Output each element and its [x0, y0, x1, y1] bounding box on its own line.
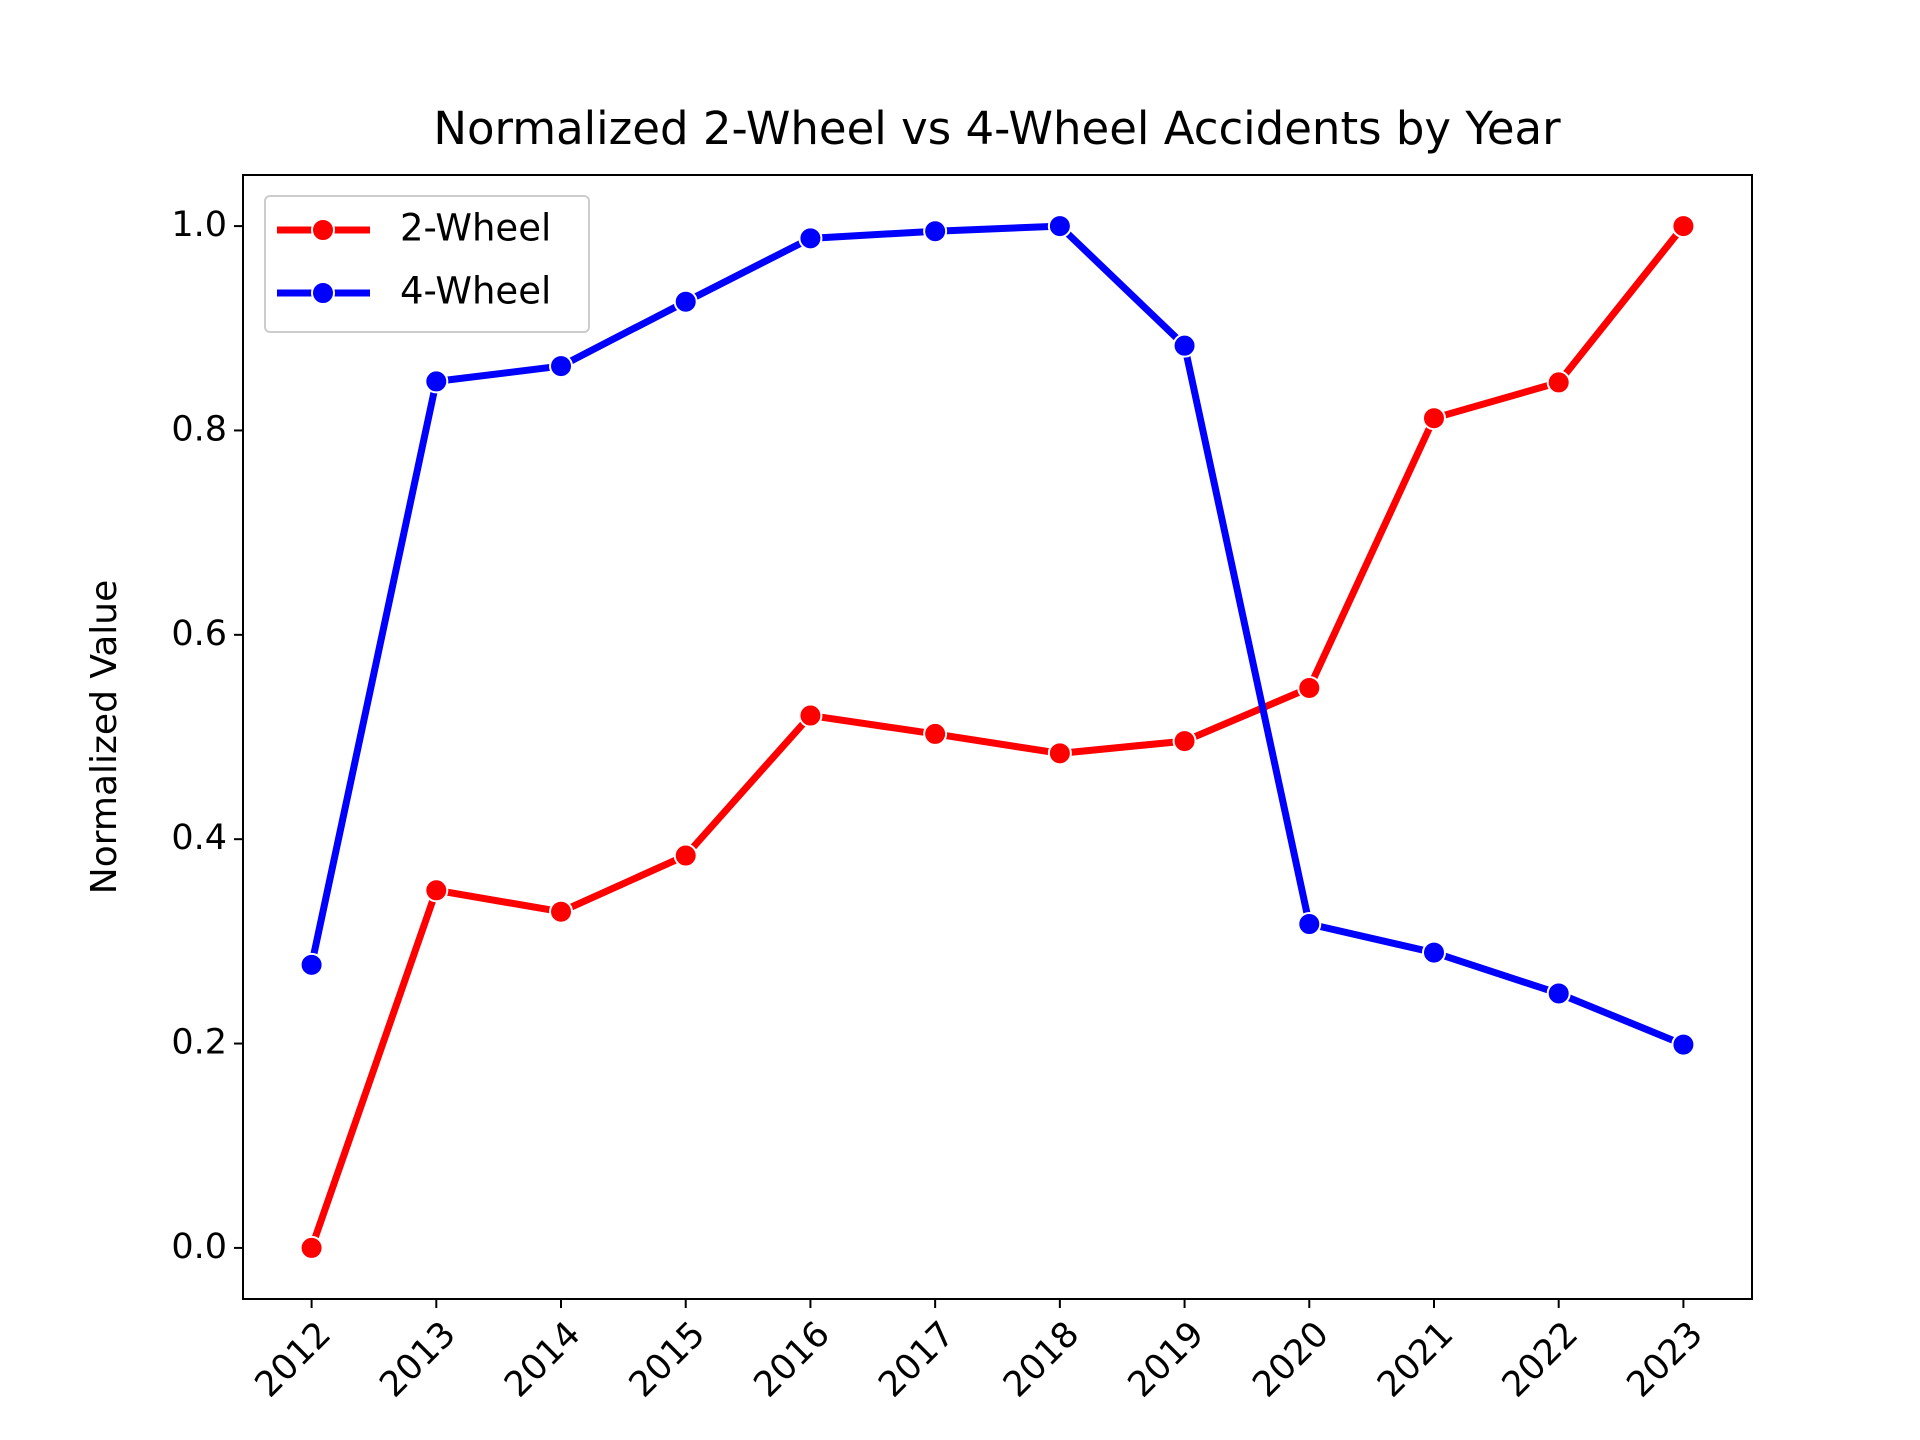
point — [1421, 406, 1446, 431]
y-tick-label: 0.6 — [171, 614, 227, 654]
point — [923, 721, 948, 746]
series-line — [308, 223, 1687, 1250]
point — [549, 899, 574, 924]
point — [1297, 911, 1322, 936]
x-axis-label: Year — [958, 1434, 1035, 1440]
point — [923, 219, 948, 244]
y-axis-label: Normalized Value — [84, 580, 125, 894]
x-tick-label: 2017 — [871, 1314, 962, 1405]
x-tick-label: 2020 — [1245, 1314, 1336, 1405]
y-tick-label: 0.2 — [171, 1023, 227, 1063]
point — [1297, 675, 1322, 700]
x-tick-label: 2016 — [747, 1314, 838, 1405]
plot-frame — [242, 174, 1753, 1300]
x-tick-label: 2018 — [996, 1314, 1087, 1405]
x-tick-label: 2014 — [497, 1314, 588, 1405]
point — [1546, 370, 1571, 395]
x-tick-label: 2012 — [248, 1314, 339, 1405]
point — [1671, 1032, 1696, 1057]
point — [424, 878, 449, 903]
point — [1671, 214, 1696, 239]
y-tick-label: 0.4 — [171, 818, 227, 858]
point — [798, 703, 823, 728]
y-tick-label: 0.0 — [171, 1227, 227, 1267]
x-tick-label: 2013 — [372, 1314, 463, 1405]
legend-label: 2-Wheel — [400, 207, 551, 250]
point — [798, 226, 823, 251]
point — [673, 289, 698, 314]
chart-title: Normalized 2-Wheel vs 4-Wheel Accidents … — [433, 102, 1561, 155]
legend-marker — [311, 218, 335, 242]
point — [1047, 214, 1072, 239]
legend-marker — [311, 281, 335, 305]
y-tick-label: 1.0 — [171, 205, 227, 245]
point — [1421, 940, 1446, 965]
x-tick-label: 2019 — [1121, 1314, 1212, 1405]
y-tick-label: 0.8 — [171, 409, 227, 449]
point — [1172, 729, 1197, 754]
series-line — [308, 222, 1685, 1048]
legend-label: 4-Wheel — [400, 270, 551, 313]
point — [1172, 333, 1197, 358]
point — [299, 952, 324, 977]
point — [1047, 741, 1072, 766]
x-tick-label: 2021 — [1370, 1314, 1461, 1405]
point — [549, 354, 574, 379]
x-tick-label: 2023 — [1620, 1314, 1711, 1405]
point — [673, 843, 698, 868]
x-tick-label: 2015 — [622, 1314, 713, 1405]
x-tick-label: 2022 — [1495, 1314, 1586, 1405]
point — [1546, 981, 1571, 1006]
point — [424, 369, 449, 394]
point — [299, 1235, 324, 1260]
